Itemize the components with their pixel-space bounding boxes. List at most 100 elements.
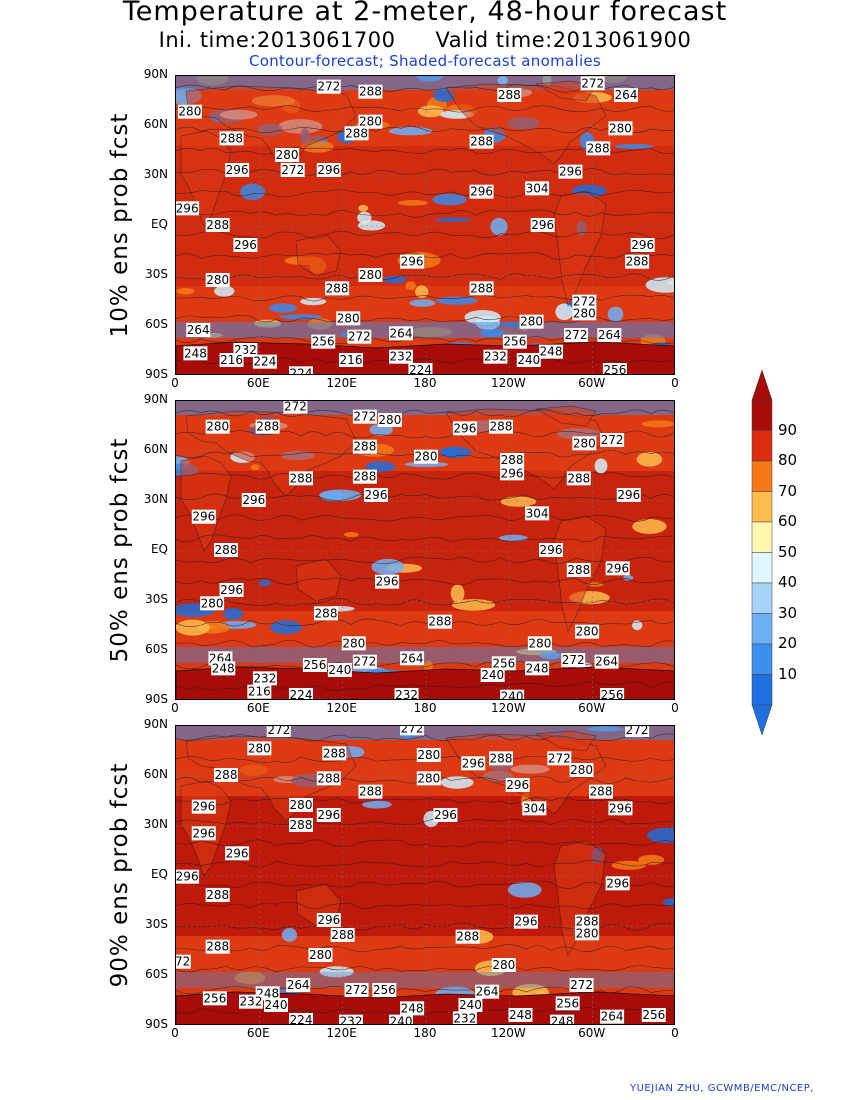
contour-label: 296 bbox=[505, 778, 530, 792]
contour-label: 296 bbox=[316, 808, 341, 822]
contour-label: 280 bbox=[336, 311, 361, 326]
svg-text:288: 288 bbox=[323, 746, 346, 760]
svg-text:288: 288 bbox=[501, 453, 524, 467]
lat-tick: 30N bbox=[143, 817, 168, 831]
contour-label: 240 bbox=[327, 663, 352, 677]
svg-text:264: 264 bbox=[401, 651, 424, 665]
svg-text:296: 296 bbox=[501, 466, 524, 480]
contour-label: 272 bbox=[280, 163, 305, 177]
svg-text:232: 232 bbox=[340, 1015, 363, 1025]
contour-label: 280 bbox=[527, 636, 552, 651]
lon-tick: 60E bbox=[246, 701, 270, 715]
legend-note: Contour-forecast; Shaded-forecast anomal… bbox=[248, 52, 602, 70]
contour-label: 272 bbox=[400, 726, 425, 736]
contour-label: 232 bbox=[394, 688, 419, 699]
contour-label: 232 bbox=[239, 994, 263, 1009]
contour-label: 216 bbox=[247, 684, 272, 699]
svg-text:296: 296 bbox=[192, 800, 215, 814]
svg-text:248: 248 bbox=[184, 346, 207, 360]
svg-text:296: 296 bbox=[176, 870, 199, 884]
svg-text:272: 272 bbox=[317, 80, 340, 94]
svg-text:224: 224 bbox=[253, 355, 276, 369]
svg-text:240: 240 bbox=[328, 663, 351, 677]
svg-text:288: 288 bbox=[256, 420, 279, 434]
svg-text:264: 264 bbox=[187, 323, 210, 337]
contour-label: 288 bbox=[469, 281, 494, 296]
svg-text:288: 288 bbox=[353, 440, 376, 454]
contour-label: 288 bbox=[489, 419, 513, 434]
contour-label: 288 bbox=[455, 929, 480, 944]
svg-text:272: 272 bbox=[353, 655, 376, 669]
contour-label: 296 bbox=[433, 808, 458, 822]
lon-tick: 0 bbox=[171, 701, 179, 715]
svg-text:272: 272 bbox=[626, 726, 649, 737]
svg-text:296: 296 bbox=[242, 493, 265, 507]
svg-text:280: 280 bbox=[359, 268, 382, 282]
svg-text:232: 232 bbox=[253, 671, 276, 685]
contour-label: 288 bbox=[214, 543, 238, 557]
contour-label: 248 bbox=[550, 1014, 575, 1024]
svg-text:280: 280 bbox=[520, 315, 543, 329]
contour-label: 288 bbox=[358, 84, 383, 99]
svg-text:296: 296 bbox=[559, 165, 582, 179]
contour-label: 296 bbox=[364, 488, 388, 502]
contour-label: 256 bbox=[491, 656, 516, 670]
contour-label: 288 bbox=[469, 135, 494, 149]
contour-label: 288 bbox=[352, 469, 377, 484]
svg-text:264: 264 bbox=[615, 88, 638, 102]
svg-text:256: 256 bbox=[303, 658, 326, 672]
lat-tick: 60S bbox=[145, 642, 168, 656]
contour-label: 272 bbox=[569, 978, 594, 992]
svg-text:272: 272 bbox=[176, 955, 190, 969]
svg-text:288: 288 bbox=[567, 471, 590, 485]
svg-text:288: 288 bbox=[359, 85, 382, 99]
contour-label: 256 bbox=[372, 983, 397, 997]
svg-text:248: 248 bbox=[526, 661, 549, 675]
contour-label: 280 bbox=[308, 948, 333, 962]
svg-text:288: 288 bbox=[206, 888, 229, 902]
svg-text:280: 280 bbox=[290, 798, 313, 812]
svg-text:264: 264 bbox=[595, 655, 618, 669]
svg-text:272: 272 bbox=[570, 978, 593, 992]
svg-text:288: 288 bbox=[470, 135, 493, 149]
contour-label: 248 bbox=[525, 661, 550, 676]
lon-tick: 60E bbox=[246, 376, 270, 390]
contour-label: 288 bbox=[322, 746, 347, 761]
contour-label: 264 bbox=[186, 323, 211, 337]
svg-text:240: 240 bbox=[501, 690, 524, 700]
contour-label: 264 bbox=[286, 978, 311, 992]
svg-text:232: 232 bbox=[240, 995, 263, 1009]
contour-label: 296 bbox=[500, 466, 525, 481]
contour-label: 296 bbox=[316, 163, 341, 177]
svg-text:280: 280 bbox=[415, 450, 438, 464]
contour-label: 296 bbox=[219, 583, 244, 597]
svg-text:256: 256 bbox=[203, 991, 226, 1005]
svg-text:288: 288 bbox=[331, 928, 354, 942]
svg-text:264: 264 bbox=[598, 328, 621, 342]
lon-tick: 120E bbox=[326, 376, 357, 390]
contour-label: 272 bbox=[561, 653, 586, 667]
svg-text:240: 240 bbox=[517, 353, 540, 367]
lat-tick: 90S bbox=[145, 692, 168, 706]
svg-text:280: 280 bbox=[573, 306, 596, 320]
contour-label: 272 bbox=[352, 409, 377, 424]
contour-label: 264 bbox=[597, 328, 622, 342]
svg-text:272: 272 bbox=[284, 401, 307, 414]
svg-text:288: 288 bbox=[587, 141, 610, 155]
svg-text:264: 264 bbox=[476, 985, 499, 999]
map-panel-2: 272 280 288 272 280 288 288 288 296 280 296 288 288 2… bbox=[175, 400, 675, 700]
lat-tick: 60N bbox=[143, 442, 168, 456]
svg-text:296: 296 bbox=[515, 915, 538, 929]
lon-tick: 60W bbox=[578, 701, 606, 715]
svg-text:280: 280 bbox=[337, 311, 360, 325]
svg-text:224: 224 bbox=[290, 688, 313, 700]
contour-label: 288 bbox=[358, 784, 383, 799]
svg-text:304: 304 bbox=[523, 801, 546, 815]
svg-text:296: 296 bbox=[540, 543, 563, 557]
contour-label: 264 bbox=[389, 326, 413, 340]
lon-tick: 60E bbox=[246, 1026, 270, 1040]
svg-text:288: 288 bbox=[353, 470, 376, 484]
svg-text:288: 288 bbox=[470, 281, 493, 295]
svg-text:272: 272 bbox=[573, 295, 596, 309]
